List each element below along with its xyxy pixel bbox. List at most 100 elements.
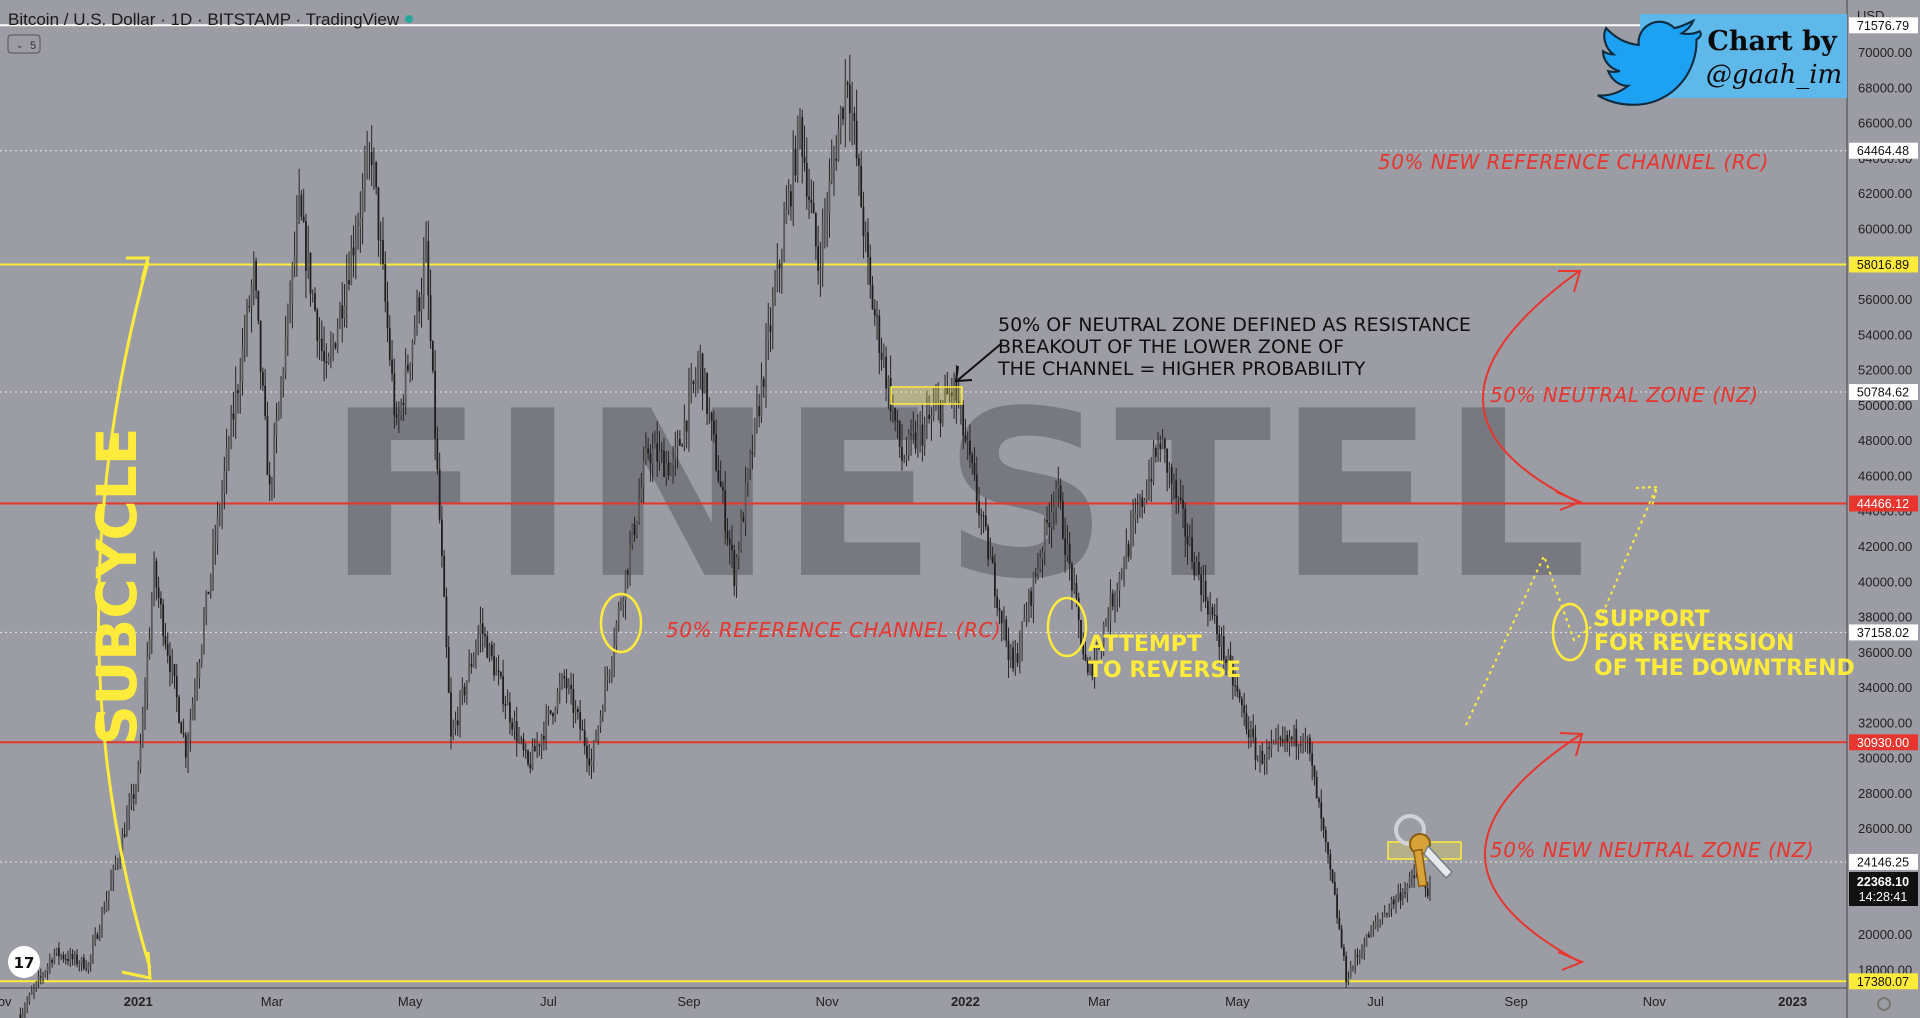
candle-body bbox=[753, 418, 756, 454]
candle-body bbox=[991, 556, 994, 563]
candle-body bbox=[914, 432, 917, 449]
candle-body bbox=[345, 280, 348, 306]
current-price: 22368.10 bbox=[1857, 875, 1909, 889]
candle-body bbox=[1093, 659, 1096, 676]
price-tag-nz-upper: 50784.62 bbox=[1857, 386, 1909, 400]
candle-body bbox=[71, 953, 74, 960]
candle-body bbox=[291, 264, 294, 303]
time-tick-label: 2022 bbox=[951, 994, 980, 1009]
candle-body bbox=[719, 481, 722, 487]
candle-body bbox=[839, 107, 842, 130]
candle-body bbox=[1041, 552, 1044, 558]
candle-body bbox=[724, 490, 727, 532]
candle-body bbox=[1168, 467, 1171, 473]
candle-body bbox=[1048, 522, 1051, 528]
tradingview-logo-icon: 17 bbox=[14, 954, 35, 972]
candle-body bbox=[146, 657, 149, 694]
candle-body bbox=[1059, 485, 1062, 502]
candle-body bbox=[1275, 738, 1277, 742]
candle-body bbox=[610, 661, 613, 672]
candle-body bbox=[126, 816, 128, 837]
candle-body bbox=[395, 415, 398, 418]
candle-body bbox=[334, 343, 337, 348]
candle-body bbox=[955, 377, 958, 401]
candle-body bbox=[384, 263, 387, 302]
price-tick-label: 66000.00 bbox=[1858, 116, 1912, 131]
tradingview-logo[interactable]: 17 bbox=[8, 946, 40, 978]
candle-body bbox=[581, 728, 584, 731]
candle-body bbox=[246, 306, 248, 339]
candle-body bbox=[690, 381, 693, 390]
candle-body bbox=[762, 378, 765, 387]
candle-body bbox=[665, 462, 668, 477]
credit-line-2: @gaah_im bbox=[1706, 60, 1842, 90]
candle-body bbox=[214, 542, 217, 545]
chart-title: Bitcoin / U.S. Dollar · 1D · BITSTAMP · … bbox=[8, 10, 400, 29]
candle-body bbox=[932, 409, 935, 416]
candle-body bbox=[615, 623, 618, 646]
price-tick-label: 60000.00 bbox=[1858, 221, 1912, 236]
candle-body bbox=[828, 181, 831, 213]
price-scale[interactable]: USD 18000.0020000.0022000.0024000.002600… bbox=[1846, 0, 1920, 1018]
level-lines bbox=[0, 24, 1847, 983]
candle-body bbox=[1080, 620, 1082, 645]
time-scale[interactable]: Nov 2021 Mar May Jul Sep Nov 2022 Mar May Jul Sep No… bbox=[0, 987, 1847, 1009]
candle-body bbox=[1404, 892, 1406, 894]
credit-line-1: Chart by bbox=[1707, 26, 1838, 57]
candle-body bbox=[1286, 735, 1289, 743]
candle-body bbox=[187, 739, 189, 758]
candle-body bbox=[771, 301, 774, 332]
candle-body bbox=[801, 117, 804, 157]
candle-body bbox=[250, 285, 253, 308]
candle-body bbox=[780, 259, 783, 269]
candle-body bbox=[1379, 919, 1382, 922]
candle-body bbox=[155, 560, 158, 588]
candle-body bbox=[1383, 913, 1386, 918]
candle-body bbox=[642, 461, 645, 487]
candle-body bbox=[341, 305, 344, 319]
candle-body bbox=[1288, 736, 1291, 743]
price-tick-label: 26000.00 bbox=[1858, 821, 1912, 836]
reference-channel-label: 50% REFERENCE CHANNEL (RC) bbox=[666, 618, 1001, 642]
candle-body bbox=[538, 744, 541, 747]
candle-body bbox=[1107, 621, 1110, 623]
candle-body bbox=[1018, 647, 1021, 663]
candle-body bbox=[1032, 573, 1035, 606]
candle-body bbox=[1397, 892, 1400, 898]
candle-body bbox=[1109, 593, 1112, 622]
candle-body bbox=[1327, 842, 1329, 855]
candle-body bbox=[484, 634, 486, 637]
candle-body bbox=[540, 735, 543, 747]
settings-gear-icon[interactable] bbox=[1877, 997, 1891, 1011]
current-price-tag: 22368.10 14:28:41 bbox=[1849, 872, 1918, 906]
candle-body bbox=[361, 188, 364, 218]
candle-body bbox=[1030, 591, 1033, 606]
candle-body bbox=[309, 252, 312, 294]
candle-body bbox=[89, 955, 92, 964]
candle-body bbox=[737, 550, 740, 557]
credit-box: Chart by @gaah_im bbox=[1597, 14, 1847, 106]
candle-body bbox=[1200, 574, 1203, 596]
candle-body bbox=[1381, 917, 1384, 920]
candle-body bbox=[248, 306, 251, 308]
candle-body bbox=[1188, 537, 1191, 545]
candle-body bbox=[96, 934, 99, 939]
interval-badge[interactable]: ⌄ 5 bbox=[7, 34, 41, 54]
candle-body bbox=[293, 255, 296, 265]
candle-body bbox=[289, 302, 291, 306]
candle-body bbox=[576, 709, 579, 712]
candle-body bbox=[343, 305, 346, 319]
candle-body bbox=[175, 676, 178, 698]
candle-body bbox=[1077, 597, 1080, 621]
candle-body bbox=[674, 447, 677, 459]
candle-body bbox=[1329, 854, 1332, 870]
candle-body bbox=[1218, 634, 1221, 647]
support-line: SUPPORT bbox=[1594, 607, 1710, 632]
candle-body bbox=[681, 445, 684, 447]
candle-body bbox=[844, 82, 847, 120]
candle-body bbox=[329, 348, 332, 358]
candle-body bbox=[871, 284, 874, 310]
price-tag-rc-new: 64464.48 bbox=[1857, 144, 1909, 158]
candle-body bbox=[1342, 947, 1345, 956]
